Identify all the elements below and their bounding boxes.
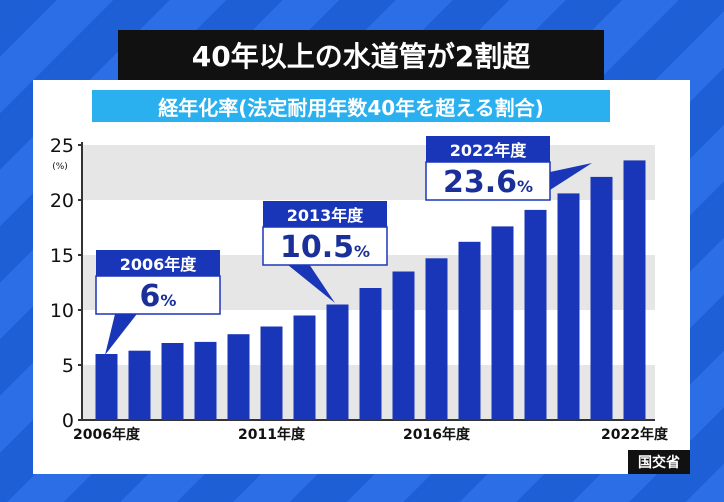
callout-header (263, 201, 387, 227)
bar-2022 (623, 160, 646, 420)
x-tick-label: 2011年度 (238, 426, 306, 443)
x-tick-label: 2006年度 (73, 426, 141, 443)
y-tick-label: 10 (50, 300, 74, 322)
bar-2006 (95, 354, 118, 420)
callout-value: 23.6% (443, 165, 533, 200)
bar-2009 (194, 341, 217, 420)
callout-pointer (550, 163, 592, 190)
bar-2010 (227, 334, 250, 420)
bar-2012 (293, 315, 316, 420)
callout-header (426, 136, 550, 162)
headline: 40年以上の水道管が2割超 (118, 30, 604, 80)
bar-2016 (425, 258, 448, 420)
y-tick-label: 0 (62, 410, 74, 432)
bar-2017 (458, 241, 481, 420)
bar-2013 (326, 304, 349, 420)
bar-2014 (359, 288, 382, 420)
callout-year: 2022年度 (450, 141, 528, 160)
callout-year: 2013年度 (287, 206, 365, 225)
bar-2015 (392, 271, 415, 420)
x-tick-label: 2016年度 (403, 426, 471, 443)
bar-2020 (557, 193, 580, 420)
bar-2008 (161, 343, 184, 420)
y-tick-label: 20 (50, 190, 74, 212)
x-tick-label: 2022年度 (601, 426, 669, 443)
callout-header (96, 250, 220, 276)
callout-value: 10.5% (280, 230, 370, 265)
y-tick-label: 5 (62, 355, 74, 377)
y-axis-unit: (%) (52, 162, 68, 172)
chart-title: 経年化率(法定耐用年数40年を超える割合) (92, 90, 610, 122)
y-tick-label: 15 (50, 245, 74, 267)
bar-2007 (128, 350, 151, 420)
callout-year: 2006年度 (120, 255, 198, 274)
bar-2019 (524, 209, 547, 420)
callout-pointer (105, 310, 140, 355)
source-label: 国交省 (628, 450, 690, 474)
callout-body (262, 226, 388, 266)
bar-2018 (491, 226, 514, 420)
y-tick-label: 25 (50, 135, 74, 157)
callout-body (425, 161, 551, 201)
bar-2021 (590, 176, 613, 420)
callout-pointer (283, 261, 335, 303)
callout-value: 6% (140, 279, 177, 314)
bar-2011 (260, 326, 283, 420)
callout-body (95, 275, 221, 315)
